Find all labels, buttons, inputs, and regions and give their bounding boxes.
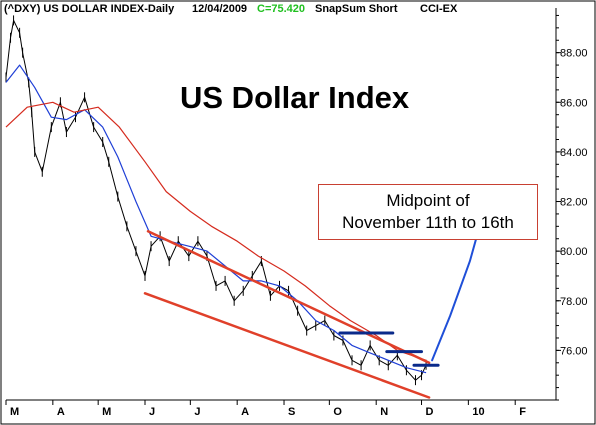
x-axis: M A M J J A S O N D 10 F bbox=[5, 400, 526, 418]
x-tick-label: S bbox=[288, 406, 295, 418]
x-tick-label: M bbox=[102, 406, 111, 418]
chart-annotation-title: US Dollar Index bbox=[180, 80, 410, 115]
series-line-ma_short bbox=[5, 64, 427, 374]
header-symbol: (^DXY) US DOLLAR INDEX-Daily bbox=[4, 3, 175, 15]
y-tick-label: 78.00 bbox=[560, 296, 588, 308]
overlay-layer bbox=[143, 227, 480, 399]
x-tick-label: A bbox=[57, 406, 65, 418]
x-tick-label: D bbox=[426, 406, 434, 418]
x-tick-label: N bbox=[380, 406, 388, 418]
x-tick-label: O bbox=[333, 406, 342, 418]
header-close: C=75.420 bbox=[257, 3, 306, 15]
x-tick-label: 10 bbox=[472, 406, 484, 418]
y-tick-label: 80.00 bbox=[560, 246, 588, 258]
y-tick-label: 88.00 bbox=[560, 48, 588, 60]
callout-box: Midpoint of November 11th to 16th bbox=[318, 184, 538, 240]
x-tick-label: J bbox=[149, 406, 155, 418]
x-tick-label: M bbox=[10, 406, 19, 418]
y-axis: 76.00 78.00 80.00 82.00 84.00 86.00 88.00 bbox=[556, 14, 588, 401]
callout-line-1: Midpoint of bbox=[386, 191, 470, 210]
header-study-2: CCI-EX bbox=[420, 3, 458, 15]
x-tick-label: F bbox=[519, 406, 526, 418]
y-tick-label: 86.00 bbox=[560, 97, 588, 109]
overlay-channel-upper bbox=[146, 230, 431, 365]
y-tick-label: 76.00 bbox=[560, 345, 588, 357]
overlay-projection bbox=[431, 227, 480, 362]
y-tick-label: 84.00 bbox=[560, 147, 588, 159]
x-tick-label: A bbox=[241, 406, 249, 418]
series-layer bbox=[5, 15, 427, 386]
x-tick-label: J bbox=[194, 406, 200, 418]
header-study-1: SnapSum Short bbox=[315, 3, 398, 15]
y-tick-label: 82.00 bbox=[560, 197, 588, 209]
callout-line-2: November 11th to 16th bbox=[342, 213, 514, 232]
series-line-ma_long bbox=[5, 101, 427, 361]
header-date: 12/04/2009 bbox=[192, 3, 248, 15]
overlay-channel-lower bbox=[143, 292, 431, 399]
